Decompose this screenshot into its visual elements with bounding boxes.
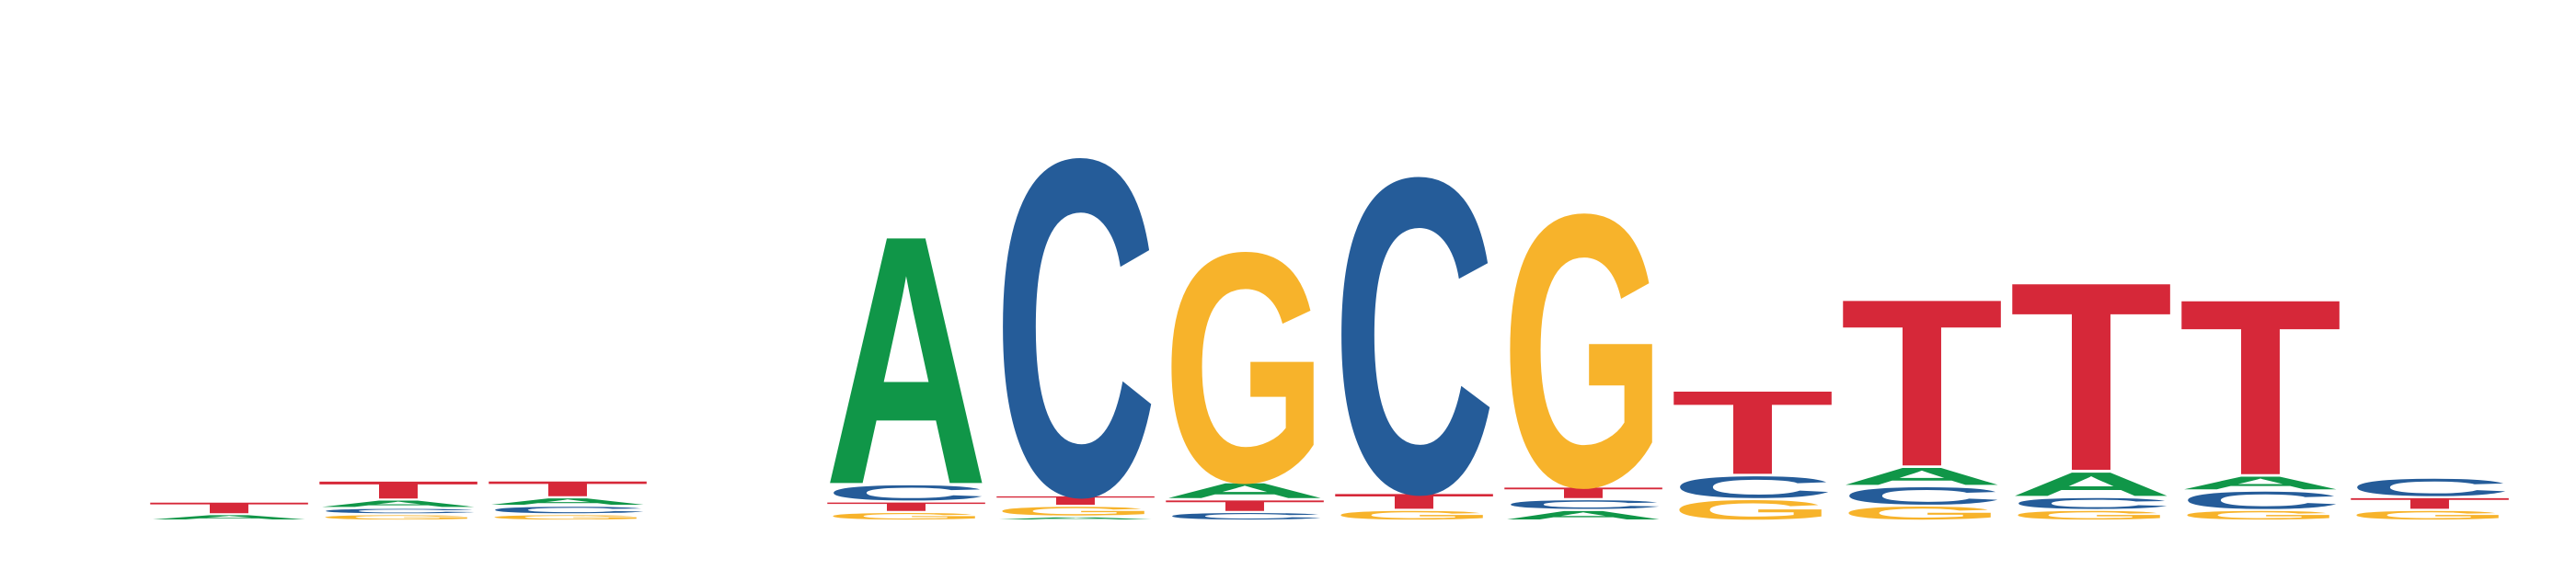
letter-a-pos5: A: [824, 161, 988, 559]
letter-t-pos6: T: [994, 494, 1157, 507]
letter-g-pos5: G: [824, 511, 988, 521]
letter-g-pos14: G: [2348, 508, 2512, 522]
letter-c-pos8: C: [1332, 85, 1496, 570]
letter-t-pos12: T: [2009, 225, 2173, 527]
letter-g-pos12: G: [2009, 508, 2173, 522]
letter-c-pos11: C: [1840, 483, 2004, 510]
letter-a-pos11: A: [1840, 462, 2004, 490]
letter-g-pos10: G: [1671, 495, 1834, 526]
letter-t-pos11: T: [1840, 249, 2004, 517]
letter-a-pos3: A: [486, 496, 650, 507]
letter-a-pos7: A: [1163, 479, 1327, 503]
letter-c-pos3: C: [486, 505, 650, 515]
letter-c-pos12: C: [2009, 495, 2173, 512]
letter-t-pos1: T: [147, 499, 311, 517]
letter-t-pos8: T: [1332, 489, 1496, 513]
letter-a-pos9: A: [1501, 508, 1665, 522]
letter-c-pos7: C: [1163, 511, 1327, 521]
letter-c-pos5: C: [824, 481, 988, 505]
letter-c-pos6: C: [994, 59, 1157, 570]
letter-g-pos13: G: [2179, 508, 2342, 522]
letter-a-pos13: A: [2179, 473, 2342, 493]
letter-g-pos11: G: [1840, 503, 2004, 523]
letter-g-pos7: G: [1163, 186, 1327, 552]
letter-c-pos2: C: [316, 507, 480, 514]
letter-c-pos10: C: [1671, 470, 1834, 504]
letter-t-pos7: T: [1163, 497, 1327, 515]
logo-column-10: GCT: [1671, 366, 1834, 526]
letter-t-pos13: T: [2179, 246, 2342, 528]
letter-c-pos14: C: [2348, 473, 2512, 501]
letter-t-pos5: T: [824, 500, 988, 514]
letter-t-pos2: T: [316, 476, 480, 504]
letter-t-pos3: T: [486, 477, 650, 501]
logo-column-14: GTC: [2348, 473, 2512, 522]
letter-t-pos10: T: [1671, 366, 1834, 499]
letter-g-pos6: G: [994, 505, 1157, 519]
logo-column-8: GTC: [1332, 85, 1496, 570]
letter-c-pos13: C: [2179, 486, 2342, 514]
letter-t-pos9: T: [1501, 484, 1665, 502]
letter-g-pos3: G: [486, 514, 650, 520]
letter-a-pos1: A: [147, 514, 311, 520]
letter-g-pos2: G: [316, 514, 480, 520]
letter-c-pos9: C: [1501, 497, 1665, 511]
letter-g-pos8: G: [1332, 508, 1496, 522]
letter-g-pos9: G: [1501, 134, 1665, 569]
letter-a-pos12: A: [2009, 465, 2173, 503]
logo-column-1: AT: [147, 499, 311, 520]
letter-a-pos2: A: [316, 498, 480, 508]
letter-t-pos14: T: [2348, 495, 2512, 512]
letter-a-pos6: A: [994, 517, 1157, 520]
